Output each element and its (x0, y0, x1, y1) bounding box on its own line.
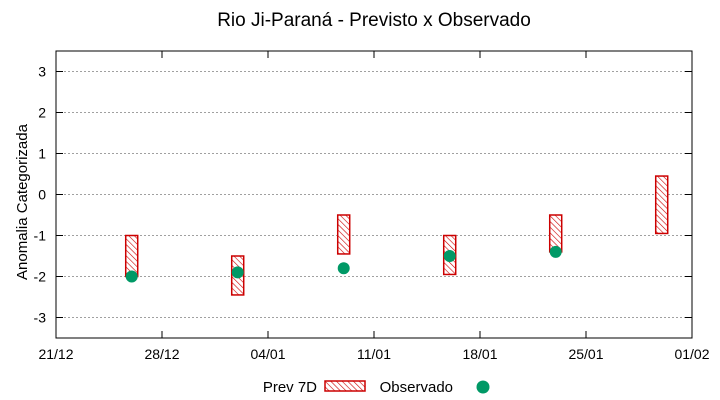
forecast-range-bar (654, 175, 669, 235)
y-tick-label: 0 (38, 187, 46, 203)
y-tick-label: 2 (38, 105, 46, 121)
legend-forecast-label: Prev 7D (263, 379, 317, 396)
y-axis: -3 -2 -1 0 1 2 3 (34, 64, 692, 326)
y-tick-label: 3 (38, 64, 46, 80)
legend: Prev 7D Observado (263, 379, 490, 396)
x-tick-label: 04/01 (250, 346, 285, 362)
forecast-range-bar (124, 234, 139, 278)
x-tick-label: 21/12 (38, 346, 73, 362)
x-tick-label: 01/02 (674, 346, 709, 362)
x-tick-label: 28/12 (144, 346, 179, 362)
y-tick-label: -2 (34, 269, 47, 285)
observed-point (125, 270, 138, 283)
x-axis: 21/12 28/12 04/01 11/01 18/01 25/01 01/02 (38, 51, 710, 362)
x-tick-label: 25/01 (568, 346, 603, 362)
observed-point (337, 262, 350, 275)
x-tick-label: 18/01 (462, 346, 497, 362)
y-tick-label: 1 (38, 146, 46, 162)
y-tick-label: -3 (34, 310, 47, 326)
grid-lines (56, 71, 692, 318)
observed-point (549, 245, 562, 258)
y-axis-label: Anomalia Categorizada (14, 123, 31, 280)
legend-forecast-swatch (324, 380, 366, 392)
forecast-range-bar (336, 214, 351, 255)
chart-title: Rio Ji-Paraná - Previsto x Observado (217, 10, 531, 31)
x-tick-label: 11/01 (357, 346, 391, 362)
observed-point (231, 266, 244, 279)
observed-point (443, 250, 456, 262)
observed-series (125, 245, 562, 283)
legend-observed-marker (476, 380, 490, 394)
y-tick-label: -1 (34, 228, 47, 244)
legend-observed-label: Observado (380, 379, 453, 396)
